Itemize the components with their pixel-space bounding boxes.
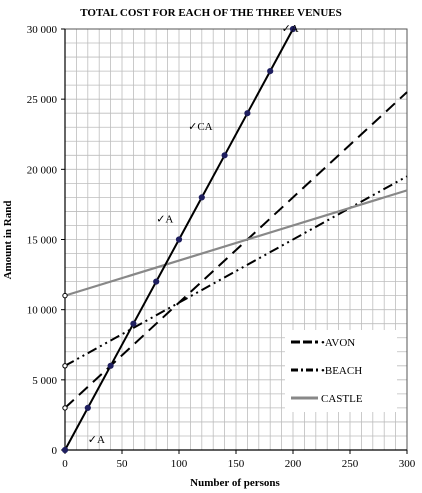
legend-label-castle: CASTLE [321,393,363,405]
intercept-marker [62,292,68,299]
check-annotation: ✓A [282,23,299,35]
x-tick-label: 0 [62,458,68,470]
y-tick-label: 20 000 [27,164,58,176]
x-tick-label: 150 [228,458,245,470]
data-point [153,278,160,285]
x-axis-label: Number of persons [190,477,280,489]
legend-label-beach: •BEACH [321,365,362,377]
data-point [84,404,91,411]
data-point [244,110,251,117]
data-point [198,194,205,201]
y-tick-labels: 0 5 000 10 000 15 000 20 000 25 000 30 000 [27,24,65,457]
check-annotation: ✓CA [188,121,213,133]
y-tick-label: 0 [52,445,58,457]
data-point [289,25,297,33]
intercept-marker [62,405,68,411]
x-tick-label: 300 [399,458,416,470]
data-point [61,446,69,454]
x-tick-label: 50 [117,458,129,470]
data-point [267,68,274,75]
annotations: ✓A ✓CA ✓A ✓A [88,23,299,446]
check-annotation: ✓A [156,214,173,226]
data-point [107,362,114,369]
chart-title: TOTAL COST FOR EACH OF THE THREE VENUES [80,7,342,19]
y-tick-label: 5 000 [32,375,57,387]
data-point [175,236,183,243]
y-tick-label: 15 000 [27,235,58,247]
legend-label-avon: •AVON [321,337,355,349]
legend: •AVON •BEACH CASTLE [285,330,397,412]
y-tick-label: 30 000 [27,24,58,36]
y-tick-label: 10 000 [27,305,58,317]
y-axis-label: Amount in Rand [2,201,14,280]
series-line-castle [64,189,408,297]
data-point [130,320,137,327]
x-tick-label: 100 [171,458,188,470]
data-point [221,152,228,159]
x-tick-labels: 0 50 100 150 200 250 300 [62,450,416,470]
series-lines [61,25,408,454]
intercept-marker [62,363,68,369]
check-annotation: ✓A [88,434,105,446]
series-line-avon [64,91,408,409]
y-tick-label: 25 000 [27,94,58,106]
x-tick-label: 200 [285,458,302,470]
x-tick-label: 250 [342,458,359,470]
